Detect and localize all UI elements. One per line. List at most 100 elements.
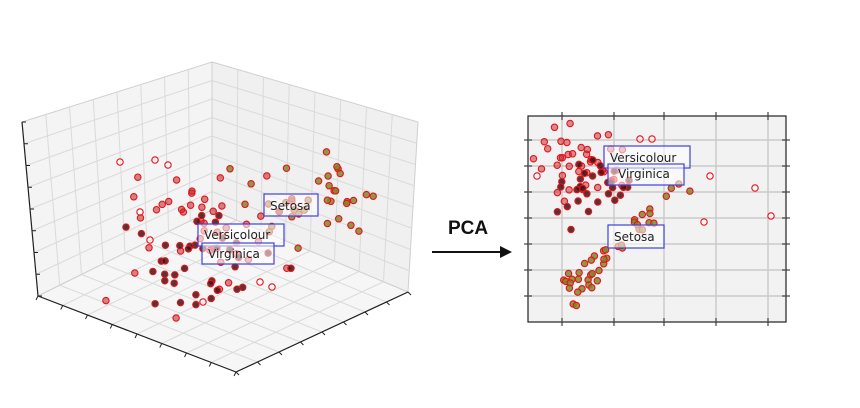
label-2d-virginica: Virginica (607, 163, 685, 186)
data-point (567, 225, 575, 234)
data-point (186, 201, 195, 209)
data-point (601, 246, 610, 254)
data-point (193, 217, 201, 226)
data-point (180, 264, 189, 273)
data-point (137, 229, 146, 238)
data-point (543, 144, 552, 153)
grid-line (334, 99, 342, 262)
data-point (287, 264, 295, 273)
data-point (197, 211, 206, 220)
grid-line (164, 76, 169, 232)
data-point (577, 143, 585, 152)
data-point (574, 197, 582, 205)
data-point (597, 168, 605, 177)
tick-mark (208, 362, 212, 367)
data-point (158, 200, 166, 209)
data-point (593, 132, 602, 140)
data-point (584, 207, 593, 216)
grid-line (35, 191, 213, 275)
data-point (171, 271, 179, 279)
ticks-3d (22, 121, 412, 377)
data-point (256, 278, 264, 286)
data-point (575, 160, 583, 169)
grid-line (29, 135, 213, 210)
data-point (611, 196, 619, 204)
data-point (241, 200, 249, 209)
tick-mark (257, 361, 261, 366)
data-point (347, 221, 355, 230)
tick-mark (85, 314, 88, 320)
tick-mark (300, 341, 304, 346)
data-point (550, 123, 559, 132)
grid-line (161, 260, 335, 344)
label-2d-setosa-text: Setosa (614, 230, 655, 244)
data-point (558, 171, 567, 180)
data-point (199, 298, 207, 306)
data-point (177, 205, 186, 214)
grid-line (140, 84, 148, 243)
tick-mark (109, 324, 113, 329)
data-point (529, 154, 538, 163)
data-point (188, 187, 196, 195)
tick-mark (60, 305, 64, 310)
data-point (686, 187, 694, 195)
data-point (263, 172, 271, 180)
data-point (218, 202, 226, 210)
scatter-2d-plot: Versicolour Virginica Setosa (524, 112, 790, 326)
data-point (593, 183, 602, 192)
data-point (533, 172, 541, 180)
data-point (161, 276, 169, 285)
data-point (198, 203, 206, 211)
data-point (600, 255, 608, 263)
label-3d-setosa: Setosa (263, 193, 319, 217)
data-point (588, 269, 596, 278)
data-point (314, 177, 323, 185)
data-point (325, 181, 333, 190)
label-2d-versicolour-text: Versicolour (610, 151, 676, 165)
data-point (294, 244, 302, 252)
data-point (564, 150, 572, 159)
data-point (164, 161, 172, 169)
tick-mark (184, 352, 187, 358)
data-point (247, 180, 255, 188)
data-point (557, 183, 565, 191)
label-2d-virginica-text: Virginica (618, 167, 670, 181)
data-point (130, 193, 138, 201)
data-point (706, 172, 714, 180)
data-point (257, 212, 265, 220)
tick-mark (343, 321, 347, 326)
data-point (164, 197, 173, 206)
tick-mark (233, 371, 237, 377)
data-point (595, 266, 603, 275)
tick-mark (134, 333, 138, 339)
data-point (322, 148, 331, 156)
tick-mark (407, 291, 412, 296)
tick-mark (321, 331, 326, 336)
data-point (207, 294, 215, 303)
data-point (583, 190, 591, 198)
data-point (331, 187, 340, 195)
data-point (565, 162, 574, 171)
data-point (334, 215, 343, 223)
data-point (557, 137, 565, 146)
data-point (161, 241, 170, 249)
data-point (563, 202, 572, 211)
data-point (215, 211, 223, 220)
data-point (588, 172, 597, 180)
data-point (176, 298, 185, 307)
data-point (589, 156, 597, 164)
grid-line (31, 154, 213, 232)
data-point (146, 236, 154, 244)
data-point (362, 190, 371, 199)
data-point (604, 130, 613, 139)
grid-line (358, 106, 367, 272)
data-point (172, 176, 181, 184)
data-point (566, 119, 574, 128)
tick-mark (235, 371, 240, 376)
data-point (224, 279, 233, 287)
label-2d-versicolour: Versicolour (603, 145, 691, 169)
data-point (580, 259, 589, 268)
pca-arrow-label: PCA (448, 218, 488, 239)
tick-mark (159, 343, 163, 348)
data-point (648, 135, 656, 143)
